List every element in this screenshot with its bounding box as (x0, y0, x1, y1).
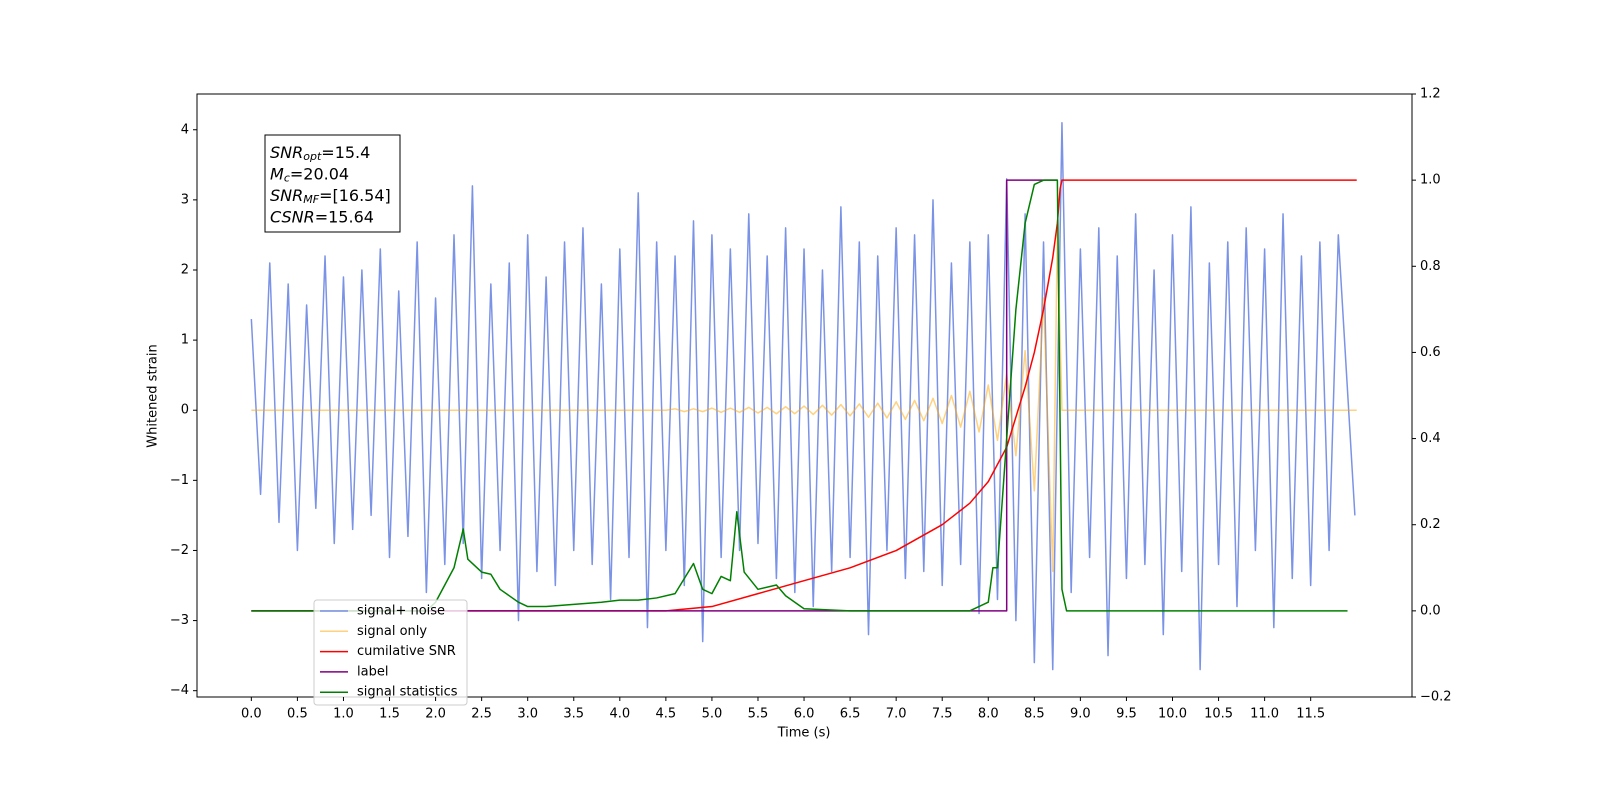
legend-label: signal only (357, 624, 427, 639)
legend-label: label (357, 664, 388, 679)
x-tick-label: 8.5 (1024, 707, 1045, 722)
x-tick-label: 10.0 (1158, 707, 1187, 722)
x-tick-label: 9.0 (1070, 707, 1091, 722)
x-tick-label: 2.0 (425, 707, 446, 722)
y-tick-label: 4 (181, 122, 189, 137)
plot-area (250, 122, 1357, 671)
series-line (251, 179, 1348, 612)
y-tick-label: −4 (170, 683, 189, 698)
y2-tick-label: 1.0 (1420, 173, 1441, 188)
legend-label: cumilative SNR (357, 644, 456, 659)
x-tick-label: 6.5 (840, 707, 861, 722)
annotation-symbol: CSNR (270, 207, 315, 226)
x-tick-label: 9.5 (1116, 707, 1137, 722)
y2-tick-label: 0.8 (1420, 259, 1441, 274)
x-tick-label: 8.0 (978, 707, 999, 722)
annotation-value: =[16.54] (319, 186, 391, 205)
x-tick-label: 11.5 (1296, 707, 1325, 722)
x-tick-label: 4.0 (609, 707, 630, 722)
x-tick-label: 1.5 (379, 707, 400, 722)
annotation-value: =15.64 (315, 207, 374, 226)
y2-tick-label: 0.6 (1420, 345, 1441, 360)
y-tick-label: 2 (181, 262, 189, 277)
y2-tick-label: 0.2 (1420, 517, 1441, 532)
series-line (251, 227, 1357, 573)
y-tick-label: 0 (181, 403, 189, 418)
y-tick-label: 1 (181, 333, 189, 348)
x-tick-label: 1.0 (333, 707, 354, 722)
x-tick-label: 3.5 (563, 707, 584, 722)
annotation-subscript: MF (303, 193, 319, 206)
x-tick-label: 2.5 (471, 707, 492, 722)
y-tick-label: −2 (170, 543, 189, 558)
y-tick-label: −3 (170, 613, 189, 628)
series-line (251, 179, 1357, 612)
x-tick-label: 10.5 (1204, 707, 1233, 722)
annotation-value: =20.04 (290, 164, 349, 183)
annotation-subscript: c (284, 172, 290, 185)
y2-tick-label: 1.2 (1420, 87, 1441, 102)
x-tick-label: 7.5 (932, 707, 953, 722)
y-tick-label: 3 (181, 192, 189, 207)
annotation-frame (264, 134, 401, 233)
x-tick-label: 5.0 (702, 707, 723, 722)
annotation-line: SNRMF=[16.54] (270, 186, 391, 207)
x-tick-label: 7.0 (886, 707, 907, 722)
y2-tick-label: −0.2 (1420, 690, 1452, 705)
legend-label: signal+ noise (357, 604, 445, 619)
annotation-subscript: opt (303, 150, 322, 163)
legend-frame (313, 599, 468, 706)
annotation-line: Mc=20.04 (270, 164, 349, 185)
series-line (251, 179, 1058, 612)
x-axis-label: Time (s) (777, 726, 831, 741)
y2-tick-label: 0.4 (1420, 431, 1441, 446)
annotation-line: SNRopt=15.4 (270, 143, 370, 164)
series-line (250, 122, 1356, 671)
legend: signal+ noise signal only cumilative SNR la… (313, 599, 468, 706)
x-tick-label: 0.5 (287, 707, 308, 722)
y-axis-label: Whitened strain (146, 344, 161, 447)
x-tick-label: 3.0 (517, 707, 538, 722)
x-tick-label: 11.0 (1250, 707, 1279, 722)
y2-tick-label: 0.0 (1420, 603, 1441, 618)
legend-label: signal statistics (357, 685, 458, 700)
x-tick-label: 5.5 (748, 707, 769, 722)
annotation-symbol: SNR (270, 143, 303, 162)
annotation-value: =15.4 (321, 143, 370, 162)
x-tick-label: 6.0 (794, 707, 815, 722)
annotation-box: SNRopt=15.4Mc=20.04SNRMF=[16.54]CSNR=15.… (264, 134, 401, 233)
annotation-symbol: SNR (270, 186, 303, 205)
x-tick-label: 0.0 (241, 707, 262, 722)
annotation-symbol: M (270, 164, 284, 183)
x-tick-label: 4.5 (656, 707, 677, 722)
annotation-line: CSNR=15.64 (270, 207, 374, 226)
y-tick-label: −1 (170, 473, 189, 488)
